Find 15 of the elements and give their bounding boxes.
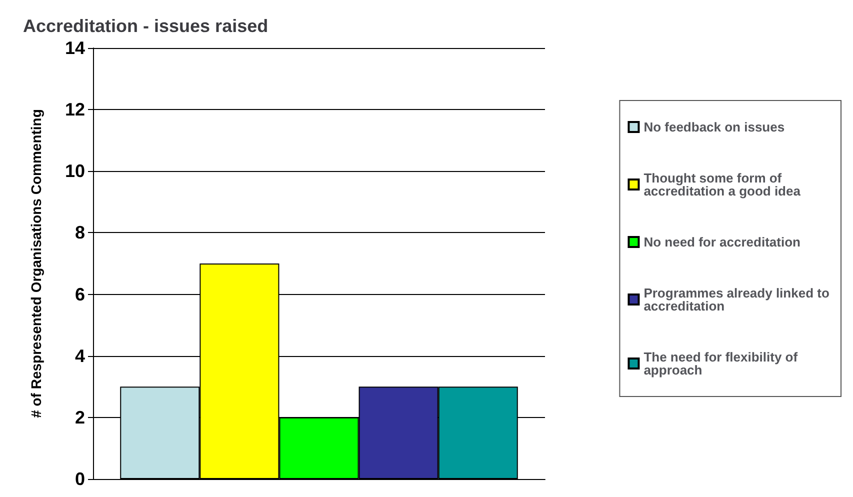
y-tick-label: 0 (74, 469, 85, 489)
legend-label: Programmes already linked to accreditation (644, 286, 834, 314)
chart-title: Accreditation - issues raised (23, 16, 268, 36)
y-tick-label: 6 (74, 284, 85, 304)
legend-label: The need for flexibility of approach (644, 350, 802, 378)
legend-label: No feedback on issues (644, 120, 785, 134)
y-tick-label: 10 (64, 161, 85, 182)
y-tick-label: 8 (74, 222, 85, 243)
y-tick-label: 12 (64, 100, 85, 120)
y-tick-label: 2 (74, 407, 85, 428)
y-tick-label: 14 (64, 38, 85, 58)
y-tick-label: 4 (74, 346, 85, 366)
y-axis-title: # of Respresented Organisations Commenting (28, 109, 44, 418)
legend-label: Thought some form of accreditation a good idea (644, 170, 802, 198)
legend-label: No need for accreditation (644, 234, 801, 250)
